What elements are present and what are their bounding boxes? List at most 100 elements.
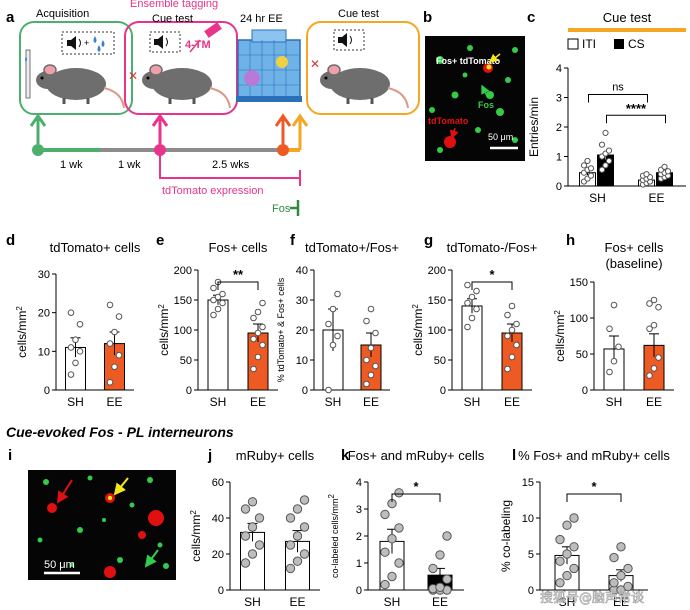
data-point-h [610, 357, 618, 365]
data-point-j [292, 531, 303, 541]
data-point-k [387, 534, 397, 544]
y-tick-label-j: 20 [212, 549, 224, 561]
chart-title-f: tdTomato+/Fos+ [305, 240, 399, 255]
data-point-c [605, 157, 613, 165]
y-tick-label-c: 4 [556, 63, 562, 75]
enriched-cage-icon [236, 29, 302, 102]
data-point-g [513, 320, 520, 328]
chart-title-l: % Fos+ and mRuby+ cells [518, 448, 670, 463]
data-point-h [646, 372, 653, 379]
y-tick-label-d: 30 [38, 269, 50, 281]
panel-h-letter: h [566, 232, 575, 249]
data-point-g [504, 332, 511, 340]
data-point-h [650, 365, 658, 372]
chart-title-g: tdTomato-/Fos+ [447, 240, 538, 255]
data-point-e [259, 341, 266, 349]
cue-test-1-title: Cue test [152, 13, 193, 25]
y-tick-label-g: 50 [434, 355, 446, 367]
speaker-icon [154, 35, 168, 49]
panel-b: b Fos+ tdTomato Fos tdTomato 50 μm [423, 9, 525, 161]
panel-i: i 50 μm [8, 447, 176, 580]
x-category-label-c: EE [648, 191, 664, 205]
data-point-e [214, 305, 222, 313]
data-point-l [569, 513, 579, 523]
data-point-c [661, 163, 668, 170]
mouse-icon [320, 64, 409, 109]
tdtomato-cell [444, 136, 456, 148]
data-point-g [473, 287, 480, 295]
data-point-c [643, 171, 650, 178]
data-point-f [325, 386, 332, 394]
y-tick-label-j: 60 [212, 477, 224, 489]
x-category-label-k: SH [384, 595, 401, 609]
data-point-j [247, 497, 258, 507]
fos-label: Fos [272, 203, 291, 215]
data-point-l [562, 570, 572, 581]
panel-a-letter: a [6, 9, 15, 26]
data-point-l [609, 552, 619, 563]
y-tick-label-f: 20 [296, 325, 308, 337]
data-point-e [259, 299, 266, 307]
fos-cells-i [37, 475, 169, 569]
scalebar-label-b: 50 μm [488, 132, 513, 142]
y-tick-label-h: 50 [576, 349, 588, 361]
data-point-g [508, 302, 516, 310]
comparison-label-k: * [413, 479, 419, 494]
data-point-e [219, 299, 226, 307]
cue-box-1 [61, 31, 115, 55]
data-point-j [254, 513, 265, 523]
data-point-k [442, 574, 452, 584]
data-point-k [394, 488, 404, 498]
data-point-h [655, 354, 662, 361]
data-point-f [363, 380, 370, 388]
data-point-g [508, 326, 516, 334]
data-point-e [254, 353, 262, 361]
y-tick-label-e: 200 [174, 265, 192, 277]
water-drops-icon [93, 36, 105, 52]
watermark: 搜狐号@脑声常谈 [540, 591, 644, 606]
data-point-k [435, 550, 445, 560]
mruby-cell [47, 503, 57, 513]
data-point-g [504, 311, 511, 319]
y-tick-label-j: 0 [218, 585, 224, 597]
x-category-label-e: EE [250, 395, 266, 409]
data-point-k [428, 563, 438, 574]
chart-panel-l: l% Fos+ and mRuby+ cells 0 5 10 15 % co-label… [499, 447, 670, 609]
y-tick-label-f: 40 [296, 265, 308, 277]
y-tick-label-c: 1 [556, 152, 562, 164]
y-tick-label-l: 15 [522, 477, 534, 489]
mruby-cell [138, 531, 146, 539]
data-point-c [598, 166, 606, 173]
data-point-j [292, 556, 303, 566]
tdtomato-label-b: tdTomato [428, 116, 469, 126]
y-axis-label-k: co-labeled cells/mm2 [327, 493, 340, 578]
x-category-label-l: EE [613, 595, 629, 609]
comparison-bracket-k [391, 493, 441, 502]
acquisition-marker [32, 144, 44, 156]
y-tick-label-e: 50 [180, 355, 192, 367]
y-axis-label-c: Entries/min [527, 97, 541, 157]
data-point-h [646, 325, 653, 333]
x-category-label-h: SH [606, 395, 623, 409]
data-point-h [606, 368, 613, 376]
data-point-j [240, 504, 251, 514]
data-point-h [610, 301, 618, 309]
x-category-label-d: SH [67, 395, 84, 409]
data-point-f [329, 341, 337, 349]
data-point-j [254, 540, 265, 550]
data-point-j [285, 563, 296, 574]
panel-f-letter: f [290, 232, 296, 249]
ee-title: 24 hr EE [240, 13, 283, 25]
data-point-k [394, 523, 404, 533]
y-tick-label-h: 150 [570, 277, 588, 289]
interval-1-label: 1 wk [60, 159, 83, 171]
no-reward-mark: ✕ [310, 57, 320, 71]
data-point-j [240, 558, 251, 568]
data-point-j [299, 522, 310, 532]
y-tick-label-d: 20 [38, 308, 50, 320]
acquisition-title: Acquisition [36, 8, 89, 20]
y-axis-label-j: cells/mm2 [189, 510, 203, 562]
data-point-l [609, 578, 619, 588]
